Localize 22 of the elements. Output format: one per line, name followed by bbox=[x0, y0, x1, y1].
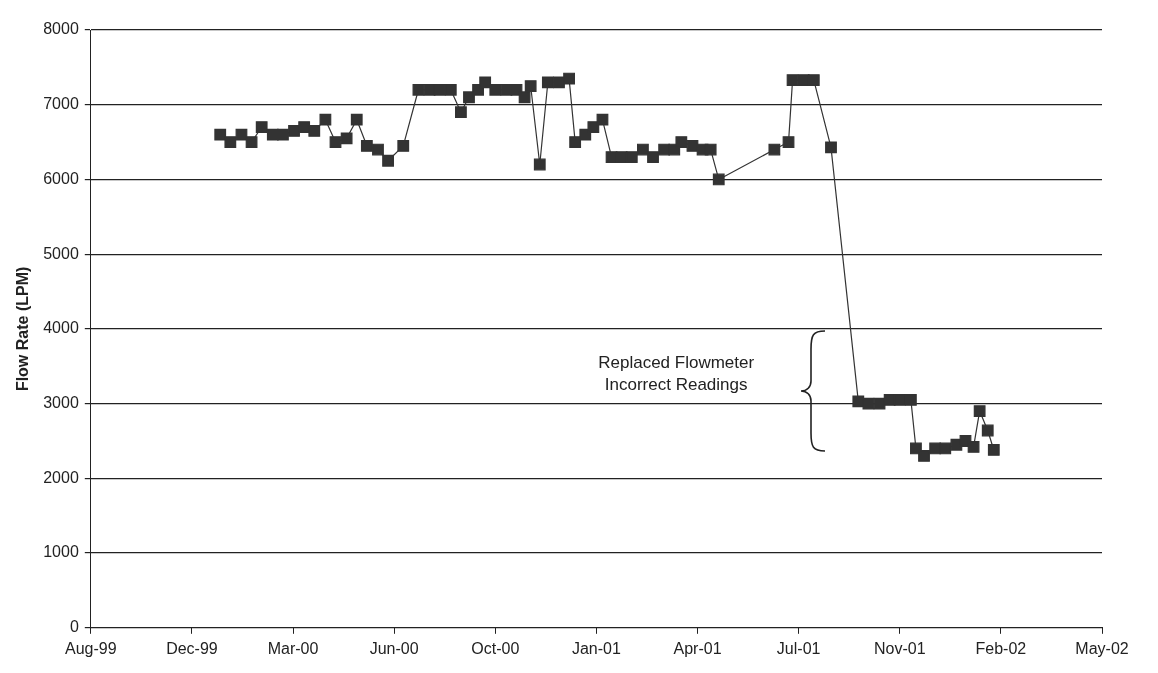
y-tick-label: 7000 bbox=[43, 95, 79, 113]
y-axis-title: Flow Rate (LPM) bbox=[14, 266, 32, 392]
y-tick-label: 2000 bbox=[43, 468, 79, 486]
y-tick-label: 0 bbox=[69, 618, 79, 636]
annotation: Replaced Flowmeter Incorrect Readings bbox=[576, 349, 777, 398]
x-tick-label: Aug-99 bbox=[65, 639, 117, 657]
x-tick-label: Jul-01 bbox=[776, 639, 821, 657]
x-tick-label: Feb-02 bbox=[975, 639, 1027, 657]
y-tick-label: 3000 bbox=[43, 394, 79, 412]
x-tick-label: Dec-99 bbox=[166, 639, 218, 657]
x-tick-label: Oct-00 bbox=[471, 639, 520, 657]
x-tick-label: Jun-00 bbox=[369, 639, 419, 657]
y-tick-label: 8000 bbox=[43, 20, 79, 38]
x-tick-label: Apr-01 bbox=[673, 639, 722, 657]
y-tick-label: 4000 bbox=[43, 319, 79, 337]
x-tick-label: Mar-00 bbox=[267, 639, 319, 657]
x-tick-label: Jan-01 bbox=[571, 639, 621, 657]
y-tick-label: 6000 bbox=[43, 169, 79, 187]
x-tick-label: May-02 bbox=[1075, 639, 1129, 657]
x-tick-label: Nov-01 bbox=[873, 639, 926, 657]
y-tick-label: 5000 bbox=[43, 244, 79, 262]
y-tick-label: 1000 bbox=[43, 543, 79, 561]
